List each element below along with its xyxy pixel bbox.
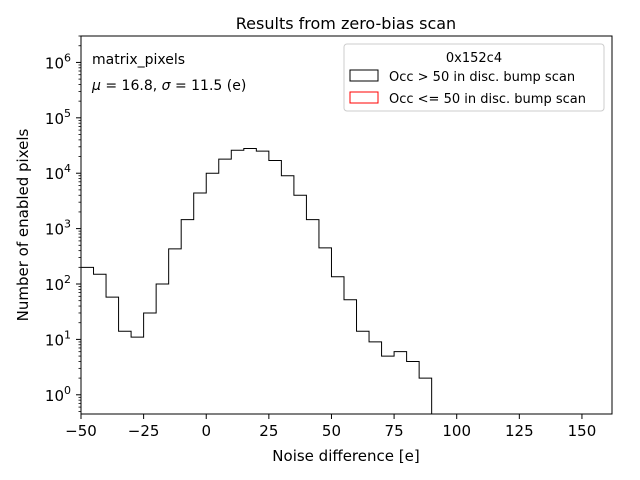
histogram-bin [94,274,107,414]
y-tick-label: 100 [45,384,71,405]
histogram-bin [219,159,232,414]
histogram-bin [319,248,332,414]
y-axis-ticks: 100 101 102 103 104 105 106 [45,35,81,412]
y-tick-label: 104 [45,162,71,183]
legend: 0x152c4 Occ > 50 in disc. bump scan Occ … [343,43,605,112]
x-tick-label: 25 [259,422,278,440]
histogram-bin [382,356,395,414]
histogram-bin [269,160,282,414]
plot-frame [80,35,613,415]
histogram-bin [194,193,207,414]
histogram-bin [206,173,219,414]
legend-box [343,43,605,112]
legend-label-occ-le-50: Occ <= 50 in disc. bump scan [389,92,586,107]
annotation-statistics: μ = 16.8, σ = 11.5 (e) [91,78,246,94]
series-layer [81,147,433,414]
legend-swatch-occ-gt-50 [349,69,379,82]
y-tick-label: 101 [45,328,71,349]
sigma-value: = 11.5 (e) [171,78,247,94]
x-tick-label: 50 [322,422,341,440]
x-tick-label: 75 [385,422,404,440]
y-tick-label: 106 [45,51,71,72]
histogram-bin [407,361,420,414]
histogram-outline [81,147,433,414]
histogram-bin [357,331,370,414]
histogram-bin [294,195,307,414]
sigma-symbol: σ [162,78,172,94]
y-axis-label: Number of enabled pixels [14,128,32,321]
histogram-bin [156,284,169,414]
histogram-bin [394,352,407,414]
y-tick-label: 105 [45,107,71,128]
y-tick-label: 103 [45,218,71,239]
x-axis-label: Noise difference [e] [272,447,419,465]
y-tick-label: 102 [45,273,71,294]
mu-symbol: μ [91,78,101,94]
histogram-bin [181,220,194,414]
mu-value: = 16.8, [101,78,162,94]
histogram-bin [169,249,182,414]
x-axis-ticks: −50 −25 0 25 50 75 100 125 150 [65,414,596,440]
histogram-bin [344,300,357,414]
histogram-bin [231,150,244,414]
histogram-bin [419,378,432,414]
legend-swatch-occ-le-50 [349,91,379,104]
histogram-bin [331,277,344,414]
x-tick-label: 125 [505,422,534,440]
histogram-bin [256,151,269,414]
histogram-bin [131,337,144,414]
x-tick-label: −50 [65,422,97,440]
x-tick-label: 100 [442,422,471,440]
annotation-dataset-name: matrix_pixels [92,52,185,68]
histogram-bin [281,176,294,414]
histogram-bin [306,220,319,414]
chart-title: Results from zero-bias scan [236,14,456,33]
x-tick-label: 0 [201,422,211,440]
x-tick-label: 150 [568,422,597,440]
legend-label-occ-gt-50: Occ > 50 in disc. bump scan [389,70,575,85]
legend-title: 0x152c4 [446,51,502,66]
histogram-bin [119,331,132,414]
x-tick-label: −25 [128,422,160,440]
series-0 [81,147,433,414]
histogram-bin [369,342,382,414]
histogram-bin [106,297,119,414]
histogram-bin [144,313,157,414]
histogram-bin [244,148,257,414]
